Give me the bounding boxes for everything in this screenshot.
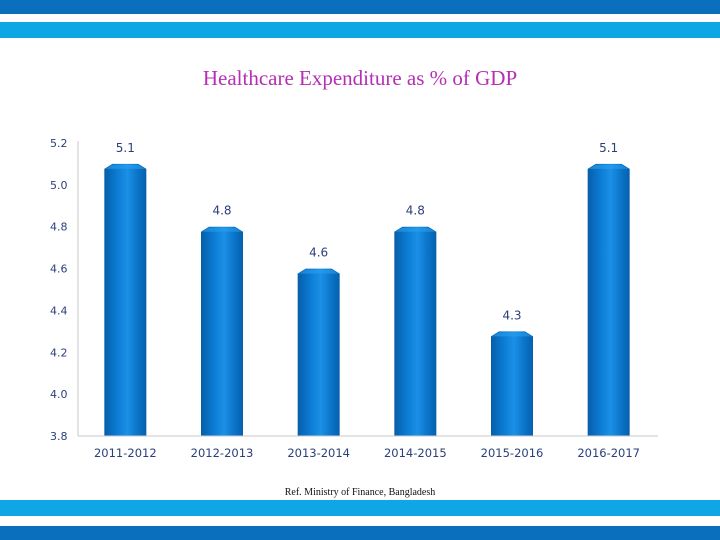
x-tick-label: 2014-2015 [384, 446, 447, 460]
y-tick-label: 4.8 [50, 221, 68, 234]
bar-value-label: 5.1 [116, 141, 135, 155]
bar-body [394, 226, 437, 436]
bar-2014-2015: 4.8 [394, 204, 437, 436]
top-light-band [0, 22, 720, 38]
bottom-dark-band [0, 526, 720, 540]
top-dark-band [0, 0, 720, 14]
y-tick-label: 5.2 [50, 137, 68, 150]
bar-cap [395, 227, 436, 232]
bar-2013-2014: 4.6 [297, 246, 340, 436]
bar-value-label: 4.3 [502, 308, 521, 322]
bar-value-label: 4.6 [309, 246, 328, 260]
bar-2015-2016: 4.3 [491, 308, 533, 436]
y-axis: 3.8 4.0 4.2 4.4 4.6 4.8 5.0 5.2 [50, 137, 79, 443]
x-axis: 2011-2012 2012-2013 2013-2014 2014-2015 2015… [78, 435, 658, 460]
chart-title: Healthcare Expenditure as % of GDP [202, 66, 518, 90]
bar-2012-2013: 4.8 [201, 204, 243, 436]
y-tick-label: 4.2 [50, 346, 68, 359]
x-tick-label: 2016-2017 [577, 446, 640, 460]
bar-cap [492, 332, 532, 337]
bar-cap [105, 164, 146, 169]
bottom-light-band [0, 500, 720, 516]
x-tick-label: 2013-2014 [287, 446, 350, 460]
bar-cap [588, 164, 629, 169]
bar-value-label: 4.8 [406, 204, 425, 218]
x-tick-label: 2015-2016 [481, 446, 544, 460]
bar-2016-2017: 5.1 [587, 141, 630, 436]
y-tick-label: 5.0 [50, 179, 68, 192]
bar-cap [202, 227, 242, 232]
y-tick-label: 4.0 [50, 388, 68, 401]
bar-value-label: 4.8 [212, 204, 231, 218]
bar-2011-2012: 5.1 [104, 141, 147, 436]
y-tick-label: 3.8 [50, 430, 68, 443]
bar-body [297, 268, 340, 436]
y-tick-label: 4.4 [50, 304, 68, 317]
bar-body [587, 163, 630, 436]
x-tick-label: 2011-2012 [94, 446, 157, 460]
bar-body [104, 163, 147, 436]
bar-value-label: 5.1 [599, 141, 618, 155]
bar-cap [298, 269, 339, 274]
bar-body [491, 331, 533, 436]
y-tick-label: 4.6 [50, 263, 68, 276]
source-note: Ref. Ministry of Finance, Bangladesh [284, 487, 436, 498]
x-tick-label: 2012-2013 [191, 446, 254, 460]
bar-body [201, 226, 243, 436]
bars: 5.1 4.8 4.6 4.8 4.3 5.1 [104, 141, 630, 436]
